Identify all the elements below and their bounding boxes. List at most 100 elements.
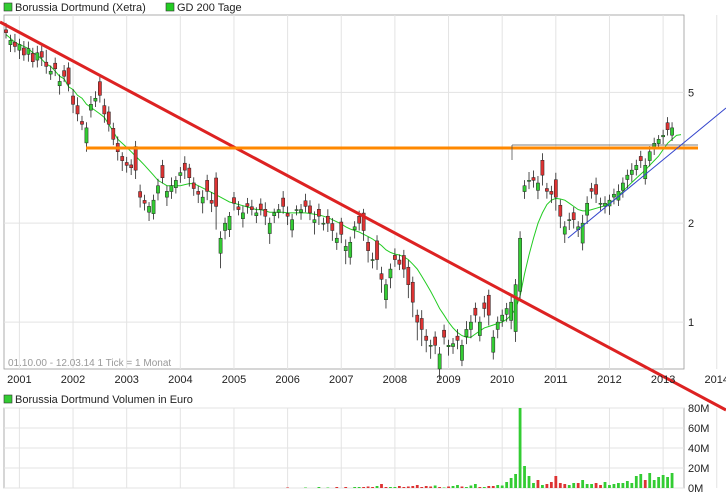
- candle: [567, 212, 572, 231]
- candle-body: [22, 47, 26, 56]
- volume-bar: [384, 487, 388, 488]
- candle-body: [415, 314, 420, 323]
- candle-body: [281, 197, 286, 207]
- volume-bar: [380, 484, 383, 488]
- volume-bar: [433, 485, 437, 488]
- candle: [26, 41, 31, 62]
- candle-body: [464, 329, 469, 338]
- candle: [424, 329, 429, 353]
- volume-bar: [549, 482, 553, 488]
- candle: [200, 190, 205, 214]
- candle-body: [44, 61, 49, 67]
- candle: [182, 156, 187, 179]
- candle: [518, 231, 522, 301]
- candle-body: [290, 219, 294, 231]
- candle: [585, 196, 589, 224]
- candle-body: [138, 191, 142, 198]
- volume-bar: [590, 484, 593, 488]
- info-text: 01.10.00 - 12.03.14 1 Tick = 1 Monat: [8, 358, 171, 369]
- candle-body: [196, 191, 201, 195]
- candle-body: [227, 215, 232, 230]
- volume-bar: [362, 487, 366, 488]
- candle-body: [191, 182, 196, 189]
- candle: [80, 115, 84, 131]
- x-tick-label: 2010: [490, 374, 514, 386]
- candle-body: [93, 97, 98, 102]
- ma-legend-swatch: [165, 2, 175, 12]
- candle: [562, 221, 567, 243]
- candle: [35, 45, 40, 68]
- volume-grid: [4, 407, 718, 489]
- candle: [451, 338, 455, 354]
- candle: [397, 254, 402, 271]
- volume-tick-label: 20M: [688, 463, 709, 475]
- volume-bar: [523, 466, 526, 488]
- candle: [312, 211, 317, 235]
- volume-bar: [648, 473, 652, 488]
- candle-body: [388, 268, 393, 279]
- volume-bar: [599, 485, 602, 488]
- candle-body: [84, 127, 89, 144]
- candle: [223, 217, 227, 240]
- candle: [665, 117, 670, 136]
- volume-bar: [406, 486, 410, 488]
- candle-body: [8, 40, 13, 45]
- volume-legend-swatch: [3, 394, 13, 404]
- candle: [629, 163, 634, 182]
- candle-body: [174, 180, 178, 188]
- price-legend: Borussia Dortmund (Xetra) GD 200 Tage: [3, 2, 242, 14]
- candle: [17, 38, 22, 60]
- candle: [603, 196, 607, 214]
- candle: [44, 49, 49, 74]
- candle: [227, 212, 232, 238]
- volume-bar: [317, 487, 321, 488]
- candle-body: [451, 343, 455, 347]
- candle-body: [254, 212, 259, 216]
- candle: [39, 45, 44, 67]
- volume-bar: [397, 486, 401, 488]
- candle: [57, 74, 62, 95]
- candle-body: [147, 206, 151, 213]
- volume-bar: [585, 484, 589, 488]
- candle: [124, 156, 129, 173]
- candle: [334, 232, 339, 250]
- candle-body: [612, 193, 616, 198]
- x-tick-label: 2008: [383, 374, 407, 386]
- candle-body: [308, 205, 312, 214]
- volume-bar: [371, 487, 374, 488]
- candle: [545, 182, 549, 199]
- volume-bar: [451, 486, 455, 488]
- candle: [66, 62, 71, 92]
- candle-body: [285, 213, 290, 217]
- candle-body: [321, 222, 326, 225]
- candle-body: [522, 185, 527, 192]
- candle-body: [656, 139, 661, 144]
- volume-bar: [572, 483, 576, 488]
- y-tick-label: 2: [688, 218, 694, 230]
- candle-body: [589, 188, 594, 192]
- candle-body: [124, 162, 129, 166]
- candle-body: [509, 301, 513, 321]
- volume-bar: [478, 487, 482, 488]
- candle-body: [80, 121, 84, 125]
- candle-body: [57, 81, 62, 87]
- candle-body: [98, 81, 102, 96]
- uptrend-line: [567, 107, 726, 239]
- candle: [142, 194, 147, 211]
- candle: [625, 169, 630, 189]
- x-tick-label: 2004: [168, 374, 192, 386]
- volume-bar: [366, 486, 370, 488]
- candle: [191, 177, 196, 196]
- candle: [165, 185, 169, 206]
- volume-bar: [527, 476, 531, 488]
- candle: [589, 182, 594, 199]
- candle: [580, 214, 585, 251]
- candle-body: [527, 180, 531, 182]
- candle: [464, 321, 469, 345]
- candle: [406, 260, 411, 299]
- candle: [187, 163, 192, 187]
- candle-body: [71, 95, 75, 105]
- x-tick-label: 2012: [597, 374, 621, 386]
- candle-body: [209, 200, 214, 204]
- candle-body: [303, 200, 308, 207]
